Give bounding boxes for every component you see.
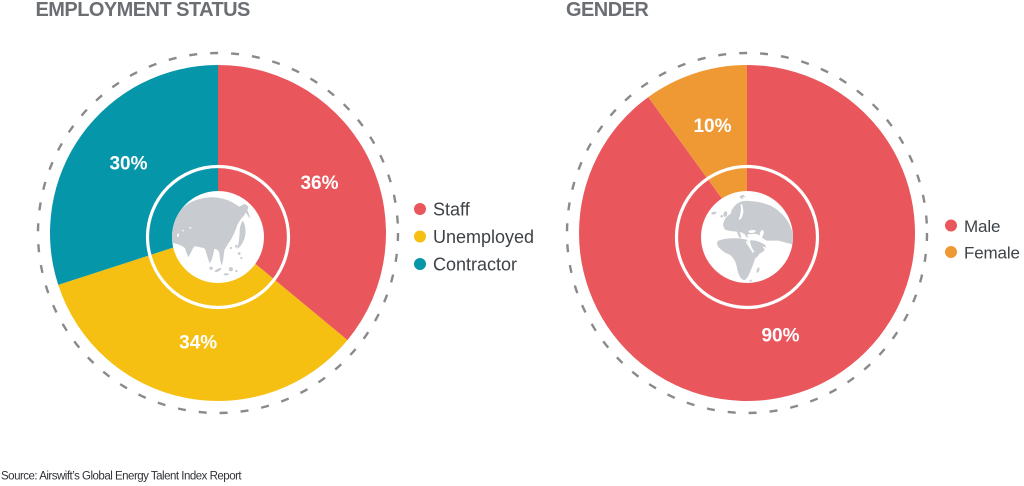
svg-text:Female: Female xyxy=(964,244,1020,263)
svg-text:Unemployed: Unemployed xyxy=(433,227,534,247)
svg-text:GENDER: GENDER xyxy=(566,0,649,21)
svg-text:Staff: Staff xyxy=(433,200,471,220)
svg-text:Source: Airswift’s Global Ener: Source: Airswift’s Global Energy Talent … xyxy=(1,471,242,483)
svg-text:10%: 10% xyxy=(693,116,731,137)
svg-text:36%: 36% xyxy=(300,173,338,194)
svg-text:30%: 30% xyxy=(109,153,147,174)
svg-text:90%: 90% xyxy=(761,325,799,346)
svg-text:34%: 34% xyxy=(179,333,217,354)
svg-text:Male: Male xyxy=(964,217,1000,236)
svg-text:EMPLOYMENT STATUS: EMPLOYMENT STATUS xyxy=(36,0,251,21)
svg-text:Contractor: Contractor xyxy=(433,255,517,275)
